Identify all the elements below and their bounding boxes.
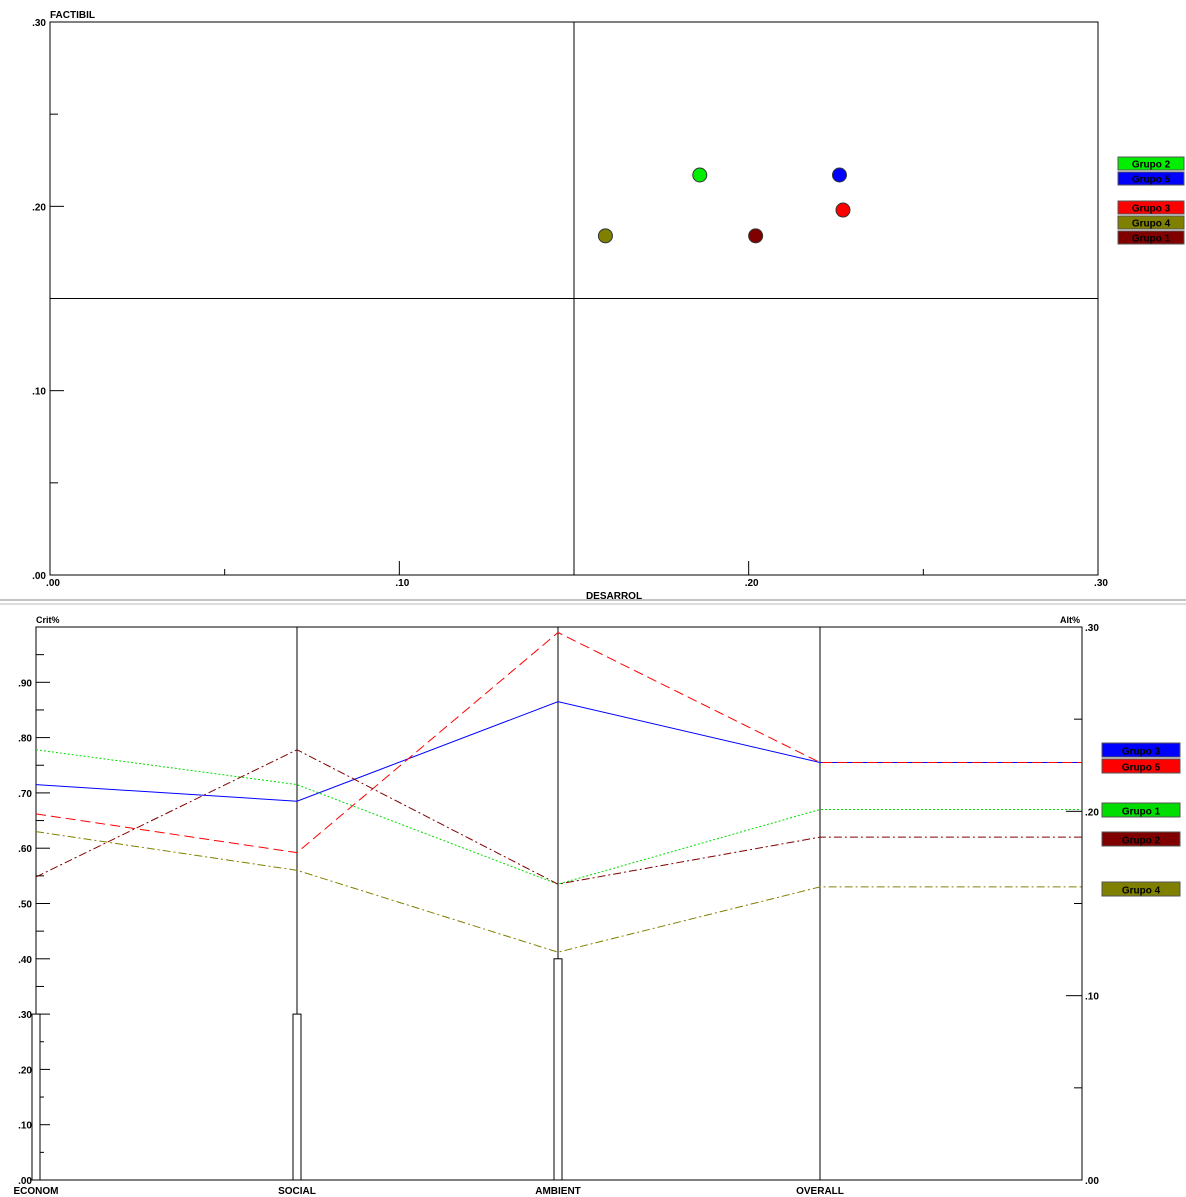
right-axis-label: Alt% [1060,615,1080,625]
line-legend-grupo-2-swatch [1101,831,1181,847]
left-axis-tick-label: .30 [18,1010,32,1021]
left-axis-label: Crit% [36,615,60,625]
scatter-point-grupo-1 [748,228,764,244]
scatter-legend-grupo-2-label: Grupo 2 [1132,160,1171,171]
scatter-legend-grupo-5: Grupo 5 [1117,171,1185,186]
scatter-y-tick-label: .20 [32,202,46,213]
line-legend-grupo-3-swatch [1101,742,1181,758]
scatter-x-axis-label: DESARROL [586,591,642,602]
line-legend-grupo-1-label: Grupo 1 [1122,807,1161,818]
criterion-label-econom: ECONOM [14,1186,59,1197]
criterion-weight-bar-social [292,1013,302,1181]
criterion-label-ambient: AMBIENT [535,1186,581,1197]
scatter-legend-grupo-4-label: Grupo 4 [1132,219,1171,230]
scatter-legend-grupo-5-label: Grupo 5 [1132,175,1171,186]
scatter-point-grupo-3 [835,202,851,218]
line-legend-grupo-5: Grupo 5 [1101,758,1181,774]
line-legend-grupo-2-label: Grupo 2 [1122,836,1161,847]
series-line-grupo-5 [35,631,1082,854]
right-axis-tick-label: .00 [1085,1176,1099,1187]
series-line-grupo-3 [35,701,1082,802]
scatter-x-tick-label: .00 [46,578,60,589]
line-legend-grupo-4: Grupo 4 [1101,881,1181,897]
scatter-legend-grupo-3-swatch [1117,200,1185,215]
left-axis-tick-label: .50 [18,900,32,911]
right-axis-tick-label: .30 [1085,623,1099,634]
scatter-legend-grupo-3: Grupo 3 [1117,200,1185,215]
scatter-legend-grupo-1: Grupo 1 [1117,230,1185,245]
left-axis-tick-label: .00 [18,1176,32,1187]
scatter-legend-grupo-2-swatch [1117,156,1185,171]
line-legend-grupo-3: Grupo 3 [1101,742,1181,758]
scatter-y-axis-label: FACTIBIL [50,10,95,21]
left-axis-tick-label: .60 [18,844,32,855]
scatter-y-tick-label: .00 [32,571,46,582]
scatter-legend-grupo-2: Grupo 2 [1117,156,1185,171]
series-line-grupo-2 [35,749,1082,885]
line-legend-grupo-5-label: Grupo 5 [1122,763,1161,774]
scatter-x-tick-label: .10 [395,578,409,589]
left-axis-tick-label: .90 [18,678,32,689]
left-axis-tick-label: .70 [18,789,32,800]
scatter-x-tick-label: .20 [745,578,759,589]
scatter-point-grupo-4 [597,228,613,244]
criterion-weight-bar-econom [31,1013,41,1181]
scatter-legend-grupo-5-swatch [1117,171,1185,186]
right-axis-tick-label: .20 [1085,807,1099,818]
left-axis-tick-label: .10 [18,1121,32,1132]
scatter-legend-grupo-1-swatch [1117,230,1185,245]
line-legend-grupo-4-label: Grupo 4 [1122,886,1161,897]
criterion-label-overall: OVERALL [796,1186,844,1197]
scatter-legend-grupo-4-swatch [1117,215,1185,230]
line-legend-grupo-4-swatch [1101,881,1181,897]
scatter-legend-grupo-3-label: Grupo 3 [1132,204,1171,215]
scatter-legend-grupo-4: Grupo 4 [1117,215,1185,230]
scatter-point-grupo-5 [831,167,847,183]
criterion-label-social: SOCIAL [278,1186,316,1197]
line-legend-grupo-2: Grupo 2 [1101,831,1181,847]
line-legend-grupo-3-label: Grupo 3 [1122,747,1161,758]
scatter-y-tick-label: .30 [32,18,46,29]
scatter-x-tick-label: .30 [1094,578,1108,589]
line-legend-grupo-1: Grupo 1 [1101,802,1181,818]
left-axis-tick-label: .40 [18,955,32,966]
scatter-point-grupo-2 [692,167,708,183]
line-legend-grupo-5-swatch [1101,758,1181,774]
criterion-weight-bar-ambient [553,958,563,1181]
left-axis-tick-label: .20 [18,1065,32,1076]
right-axis-tick-label: .10 [1085,992,1099,1003]
scatter-legend-grupo-1-label: Grupo 1 [1132,234,1171,245]
line-legend-grupo-1-swatch [1101,802,1181,818]
left-axis-tick-label: .80 [18,734,32,745]
scatter-y-tick-label: .10 [32,387,46,398]
